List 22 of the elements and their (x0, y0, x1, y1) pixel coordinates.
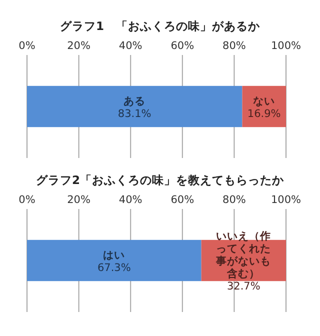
series-label: ない (253, 95, 276, 108)
series-label: いいえ（作ってくれた事がないも含む） (215, 230, 272, 280)
x-tick-label: 100% (270, 194, 302, 206)
data-label: 67.3% (97, 262, 131, 274)
data-label: 16.9% (247, 108, 281, 120)
series-label: はい (103, 249, 126, 262)
x-tick-label: 80% (222, 40, 246, 52)
data-label: 83.1% (118, 108, 152, 120)
x-tick-label: 20% (67, 40, 90, 52)
x-tick-label: 0% (18, 194, 36, 206)
series-label: ある (124, 95, 146, 108)
x-tick-label: 0% (18, 40, 36, 52)
x-tick-label: 100% (270, 40, 302, 52)
x-tick-label: 80% (222, 194, 246, 206)
chart-title: グラフ2「おふくろの味」を教えてもらったか (36, 173, 285, 187)
chart-title: グラフ1 「おふくろの味」があるか (60, 19, 261, 33)
data-label: 32.7% (226, 280, 260, 292)
x-tick-label: 60% (170, 40, 194, 52)
x-tick-label: 60% (170, 194, 194, 206)
x-tick-label: 40% (118, 194, 142, 206)
x-tick-label: 20% (67, 194, 90, 206)
x-tick-label: 40% (118, 40, 142, 52)
